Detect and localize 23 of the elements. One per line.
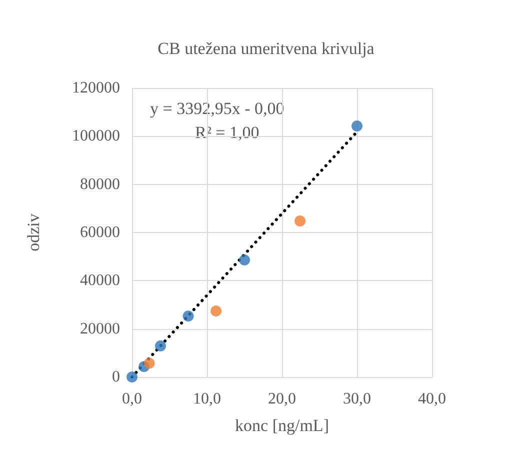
chart-title: CB utežena umeritvena krivulja xyxy=(158,39,375,58)
point xyxy=(210,306,222,317)
y-tick-label: 100000 xyxy=(72,128,120,145)
y-tick-label: 20000 xyxy=(80,320,120,338)
x-axis-title: konc [ng/mL] xyxy=(235,416,329,435)
point xyxy=(126,372,138,382)
x-tick-label: 40,0 xyxy=(418,390,446,408)
y-axis-title: odziv xyxy=(24,213,43,252)
point xyxy=(294,215,306,226)
point xyxy=(155,340,166,352)
point xyxy=(144,358,155,369)
y-tick-label: 40000 xyxy=(80,272,120,290)
point xyxy=(239,254,250,266)
y-tick-label: 80000 xyxy=(80,176,120,193)
x-tick-label: 10,0 xyxy=(193,390,221,408)
x-tick-label: 20,0 xyxy=(268,390,296,408)
y-tick-label: 60000 xyxy=(80,224,120,241)
point xyxy=(352,120,362,132)
y-tick-label: 120000 xyxy=(72,80,120,96)
y-tick-label: 0 xyxy=(112,368,120,386)
point xyxy=(182,310,194,322)
x-tick-label: 0,0 xyxy=(122,390,142,408)
x-tick-label: 30,0 xyxy=(343,390,371,408)
